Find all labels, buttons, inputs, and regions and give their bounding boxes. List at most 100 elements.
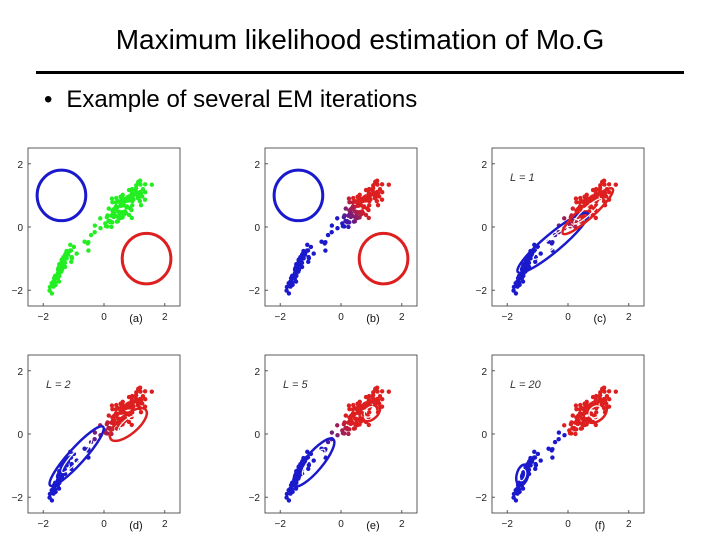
data-point [593,422,598,428]
data-point [288,275,294,281]
data-point [582,194,587,199]
data-point [306,462,312,468]
y-tick-label: −2 [476,286,488,297]
data-point [140,394,146,399]
data-point [350,206,356,212]
data-points [35,168,173,296]
data-point [118,401,123,406]
bullet-text: Example of several EM iterations [66,86,418,113]
data-point [149,389,155,394]
data-point [346,431,351,437]
data-point [577,413,583,419]
data-point [570,413,575,418]
data-point [351,219,357,224]
data-point [366,215,371,221]
data-point [562,423,567,428]
data-point [515,284,520,289]
data-point [374,198,380,204]
data-point [511,288,516,293]
y-tick-label: −2 [476,493,488,504]
data-point [380,189,385,195]
data-point [511,495,516,500]
data-point [578,402,583,408]
data-point [529,458,534,463]
data-point [343,206,348,211]
data-point [105,420,110,425]
data-point [386,389,392,394]
scatter-panel: −2 0 2 2 0 −2 L = 20 (f) [476,354,645,532]
iteration-label: L = 20 [510,379,542,391]
data-point [118,203,123,208]
data-point [323,240,328,245]
data-point [120,405,125,410]
data-point [105,431,110,436]
x-tick-label: −2 [501,312,513,323]
gaussian-contour-inner [532,225,573,260]
data-point [613,389,619,394]
data-point [329,223,335,228]
data-points [511,178,619,296]
data-point [515,275,521,281]
slide-title: Maximum likelihood estimation of Mo.G [115,24,605,55]
gaussian-contour [35,168,88,223]
data-point [573,431,578,437]
data-point [113,407,119,412]
data-point [47,284,53,290]
data-point [577,200,583,205]
data-point [578,195,583,201]
y-tick-label: −2 [249,286,261,297]
data-point [606,389,612,394]
data-point [588,204,594,209]
data-point [113,206,119,212]
gaussian-contour [561,186,615,236]
data-point [129,393,135,399]
data-points [511,385,619,503]
data-point [602,193,607,199]
data-point [335,216,340,221]
y-tick-label: 0 [481,430,487,441]
data-point [51,279,56,285]
data-point [380,396,385,402]
data-point [367,410,372,415]
data-point [366,207,371,213]
data-point [573,196,579,201]
gaussian-contour [120,231,173,286]
data-point [606,182,612,187]
gaussian-contour [291,437,336,488]
gaussian-contour [108,406,149,443]
data-point [124,204,130,209]
data-point [527,255,533,261]
data-point [306,255,312,261]
x-tick-label: 2 [626,519,632,530]
data-point [138,193,143,199]
data-point [348,214,354,219]
data-point [114,195,119,201]
data-point [298,259,303,264]
data-point [366,186,372,192]
data-point [284,288,289,293]
data-point [88,232,94,238]
data-point [375,389,380,394]
data-point [288,284,293,289]
data-point [367,203,372,208]
data-point [527,462,533,468]
scatter-panel: −2 0 2 2 0 −2 L = 1 (c) [476,147,645,325]
data-point [130,203,135,208]
data-point [129,215,134,221]
data-point [108,220,113,225]
data-point [288,491,293,496]
data-point [347,199,352,205]
data-point [377,187,383,192]
data-point [68,242,73,248]
panel-label: (e) [366,520,379,532]
data-point [142,389,148,394]
data-point [134,191,140,196]
y-tick-label: 0 [17,430,23,441]
data-point [311,458,316,463]
data-point [569,420,574,425]
scatter-panel: −2 0 2 2 0 −2 (a) [12,147,181,325]
data-point [114,402,119,408]
data-point [51,491,56,496]
data-point [335,433,340,438]
